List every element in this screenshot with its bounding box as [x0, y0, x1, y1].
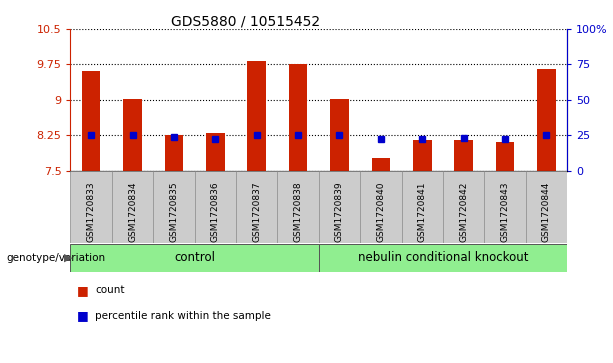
Text: genotype/variation: genotype/variation [6, 253, 105, 263]
Text: ■: ■ [77, 309, 88, 322]
Bar [165, 135, 183, 171]
Text: GSM1720833: GSM1720833 [86, 182, 96, 242]
Text: count: count [95, 285, 124, 295]
Text: GSM1720843: GSM1720843 [500, 182, 509, 242]
Bar [319, 244, 567, 272]
Bar [537, 69, 555, 171]
Text: control: control [174, 250, 215, 264]
Bar [330, 99, 349, 171]
Text: GSM1720837: GSM1720837 [252, 182, 261, 242]
Bar [289, 64, 307, 171]
Bar [496, 142, 514, 171]
Text: GSM1720842: GSM1720842 [459, 182, 468, 242]
Bar [371, 158, 390, 171]
Text: GDS5880 / 10515452: GDS5880 / 10515452 [170, 15, 320, 29]
Text: ■: ■ [77, 284, 88, 297]
Bar [413, 140, 432, 171]
Text: GSM1720841: GSM1720841 [417, 182, 427, 242]
Bar [82, 70, 101, 171]
Bar [206, 133, 224, 171]
Bar [248, 61, 266, 171]
Text: GSM1720840: GSM1720840 [376, 182, 386, 242]
Text: percentile rank within the sample: percentile rank within the sample [95, 311, 271, 321]
Text: GSM1720835: GSM1720835 [169, 182, 178, 242]
Text: nebulin conditional knockout: nebulin conditional knockout [357, 250, 528, 264]
Bar [70, 244, 319, 272]
Text: GSM1720839: GSM1720839 [335, 182, 344, 242]
Bar [123, 99, 142, 171]
Text: ▶: ▶ [64, 253, 73, 263]
Text: GSM1720838: GSM1720838 [294, 182, 303, 242]
Bar [454, 140, 473, 171]
Text: GSM1720844: GSM1720844 [542, 182, 551, 242]
Text: GSM1720834: GSM1720834 [128, 182, 137, 242]
Text: GSM1720836: GSM1720836 [211, 182, 220, 242]
